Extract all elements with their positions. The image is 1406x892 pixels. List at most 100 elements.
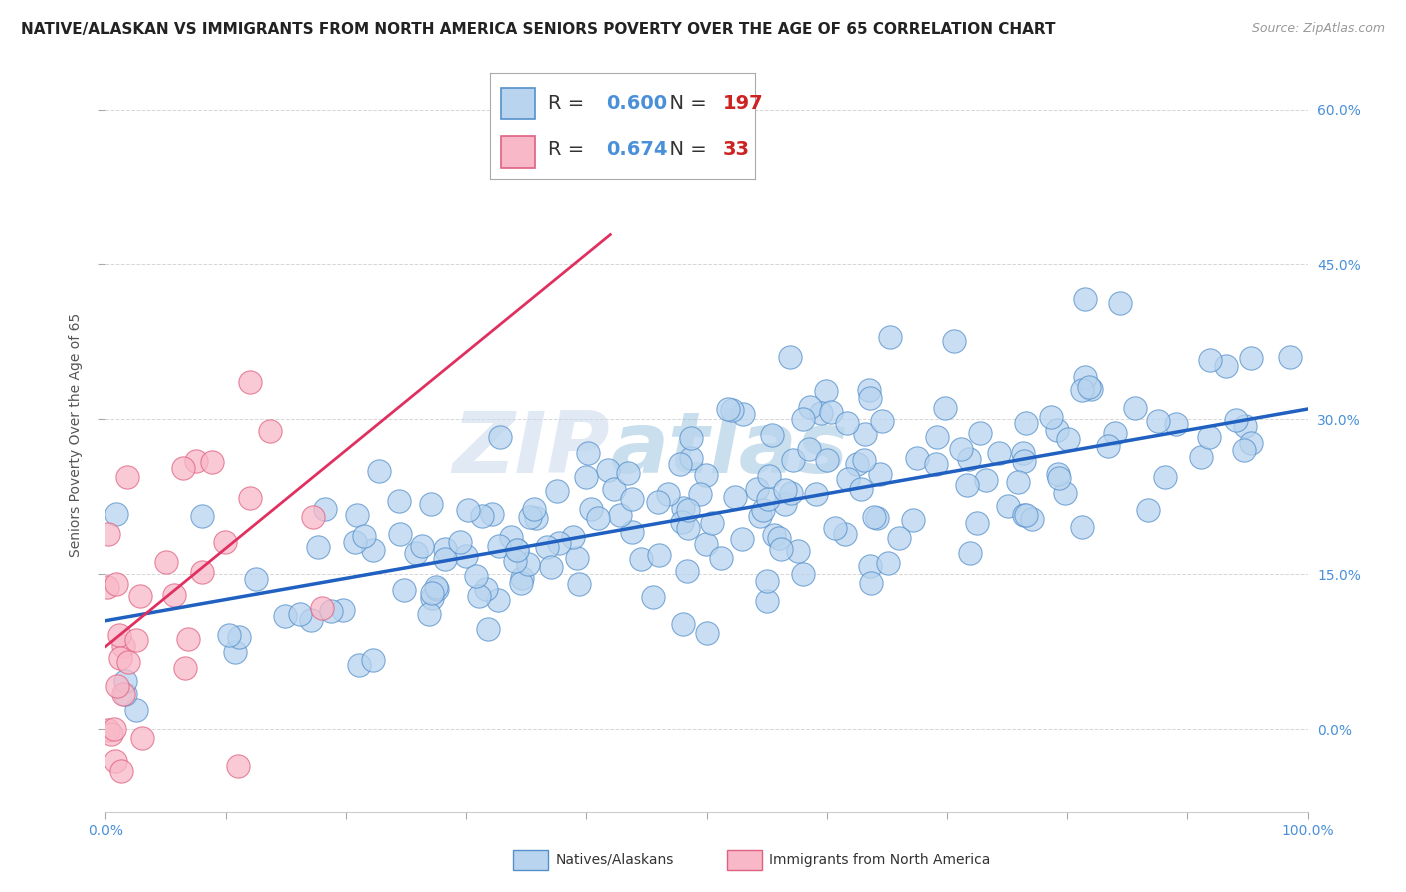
Point [835, 416, 858, 430]
Point [201, 454, 224, 468]
Point [299, 613, 322, 627]
Point [755, 594, 778, 608]
Point [846, 457, 869, 471]
Point [969, 426, 991, 441]
Point [620, 524, 643, 539]
Point [561, 530, 583, 544]
Point [957, 452, 980, 467]
Point [657, 486, 679, 500]
Point [155, 555, 177, 569]
Point [786, 544, 808, 558]
Point [1108, 295, 1130, 310]
Point [1077, 380, 1099, 394]
Point [779, 350, 801, 364]
Point [749, 508, 772, 523]
Point [104, 755, 127, 769]
Point [420, 591, 443, 605]
Point [506, 543, 529, 558]
Point [420, 496, 443, 510]
Point [621, 492, 644, 507]
Text: atlas: atlas [610, 409, 848, 491]
Point [1015, 417, 1038, 431]
Point [1080, 382, 1102, 396]
Point [671, 515, 693, 529]
Point [131, 731, 153, 746]
Point [859, 576, 882, 591]
Point [434, 552, 457, 566]
Point [111, 639, 134, 653]
Point [353, 529, 375, 543]
Point [1164, 417, 1187, 431]
Point [418, 607, 440, 622]
Point [546, 483, 568, 498]
Point [503, 554, 526, 568]
Point [943, 334, 966, 348]
Point [512, 571, 534, 585]
Point [575, 470, 598, 484]
Point [1097, 440, 1119, 454]
Point [866, 510, 889, 524]
Point [1021, 512, 1043, 526]
Point [879, 330, 901, 344]
Point [191, 508, 214, 523]
Point [758, 469, 780, 483]
Point [695, 626, 717, 640]
Point [392, 583, 415, 598]
Point [852, 453, 875, 467]
Point [125, 633, 148, 648]
Point [186, 454, 208, 468]
Point [889, 531, 911, 545]
Point [724, 490, 747, 504]
Point [1225, 413, 1247, 427]
Point [105, 679, 128, 693]
Point [870, 414, 893, 428]
Point [576, 446, 599, 460]
Point [755, 574, 778, 588]
Point [858, 383, 880, 397]
Point [307, 541, 329, 555]
Point [761, 427, 783, 442]
Point [779, 486, 801, 500]
Point [820, 405, 842, 419]
Point [630, 552, 652, 566]
Point [389, 527, 412, 541]
Point [548, 536, 571, 550]
Point [114, 687, 136, 701]
Point [228, 630, 250, 644]
Point [710, 550, 733, 565]
Text: Immigrants from North America: Immigrants from North America [769, 853, 990, 867]
Point [104, 507, 127, 521]
Point [108, 628, 131, 642]
Point [679, 450, 702, 465]
Point [676, 503, 699, 517]
Point [457, 503, 479, 517]
Point [609, 508, 631, 522]
Point [681, 430, 703, 444]
Point [925, 430, 948, 444]
Point [1278, 350, 1301, 364]
Point [114, 673, 136, 688]
Point [782, 453, 804, 467]
Point [773, 483, 796, 497]
Text: Source: ZipAtlas.com: Source: ZipAtlas.com [1251, 22, 1385, 36]
Point [332, 603, 354, 617]
Text: NATIVE/ALASKAN VS IMMIGRANTS FROM NORTH AMERICA SENIORS POVERTY OVER THE AGE OF : NATIVE/ALASKAN VS IMMIGRANTS FROM NORTH … [21, 22, 1056, 37]
Point [647, 548, 669, 562]
Point [959, 546, 981, 560]
Point [411, 539, 433, 553]
Point [859, 391, 882, 405]
Point [176, 632, 198, 646]
Point [477, 622, 499, 636]
Point [110, 764, 132, 779]
Point [449, 534, 471, 549]
Point [471, 509, 494, 524]
Point [616, 466, 638, 480]
Text: Natives/Alaskans: Natives/Alaskans [555, 853, 673, 867]
Point [810, 405, 832, 419]
Point [474, 582, 496, 596]
Point [96, 580, 118, 594]
Point [1233, 442, 1256, 457]
Point [689, 487, 711, 501]
Point [1074, 292, 1097, 306]
Point [422, 586, 444, 600]
